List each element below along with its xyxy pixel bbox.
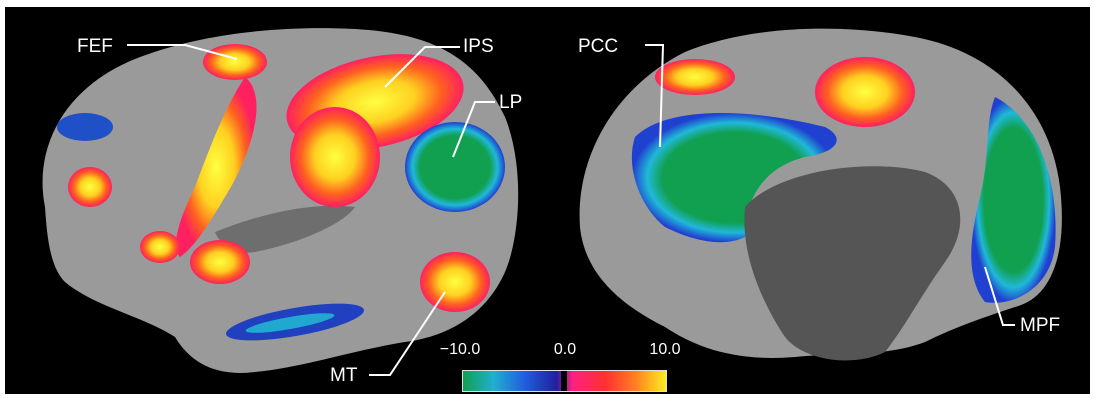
brain-surfaces bbox=[42, 28, 1062, 376]
fef-activation bbox=[203, 44, 267, 80]
frontal-pole-deactivation bbox=[57, 113, 113, 141]
mt-label: MT bbox=[330, 365, 358, 386]
brain-activation-figure: FEF IPS LP MT PCC MPF −10.0 0.0 10.0 bbox=[5, 7, 1090, 394]
colorbar bbox=[462, 370, 667, 392]
ips-leader-line bbox=[384, 46, 460, 88]
ips-label: IPS bbox=[463, 36, 494, 57]
medial-frontal-activation bbox=[815, 57, 915, 127]
insula-activation bbox=[190, 240, 250, 284]
temporal-deactivation-core bbox=[245, 313, 335, 333]
frontal-activation-1 bbox=[68, 167, 112, 207]
pcc-label: PCC bbox=[578, 36, 619, 57]
lateral-sulcus bbox=[215, 205, 355, 253]
mpf-label: MPF bbox=[1020, 315, 1061, 336]
precentral-activation bbox=[175, 77, 257, 257]
colorbar-mid-label: 0.0 bbox=[553, 341, 577, 358]
leader-lines bbox=[127, 44, 1015, 376]
fef-leader-line bbox=[127, 44, 238, 60]
lp-leader-line bbox=[452, 101, 495, 158]
pcc-deactivation bbox=[631, 113, 837, 243]
mt-leader-line bbox=[369, 291, 446, 376]
medial-parietal-activation bbox=[655, 59, 735, 95]
lateral-hemisphere bbox=[42, 28, 519, 373]
colorbar-max-label: 10.0 bbox=[649, 341, 681, 358]
colorbar-zero-marker bbox=[561, 371, 567, 391]
medial-hemisphere bbox=[579, 28, 1062, 361]
medial-wall bbox=[744, 166, 961, 361]
mpf-leader-line bbox=[984, 266, 1015, 326]
fef-label: FEF bbox=[77, 36, 113, 57]
pcc-leader-line bbox=[645, 44, 665, 148]
parietal-activation bbox=[290, 107, 380, 207]
lp-label: LP bbox=[499, 92, 523, 113]
frontal-activation-2 bbox=[140, 231, 180, 263]
mt-activation bbox=[420, 252, 490, 312]
lp-deactivation bbox=[405, 122, 505, 212]
colorbar-min-label: −10.0 bbox=[439, 341, 481, 358]
mpf-deactivation bbox=[971, 97, 1056, 303]
